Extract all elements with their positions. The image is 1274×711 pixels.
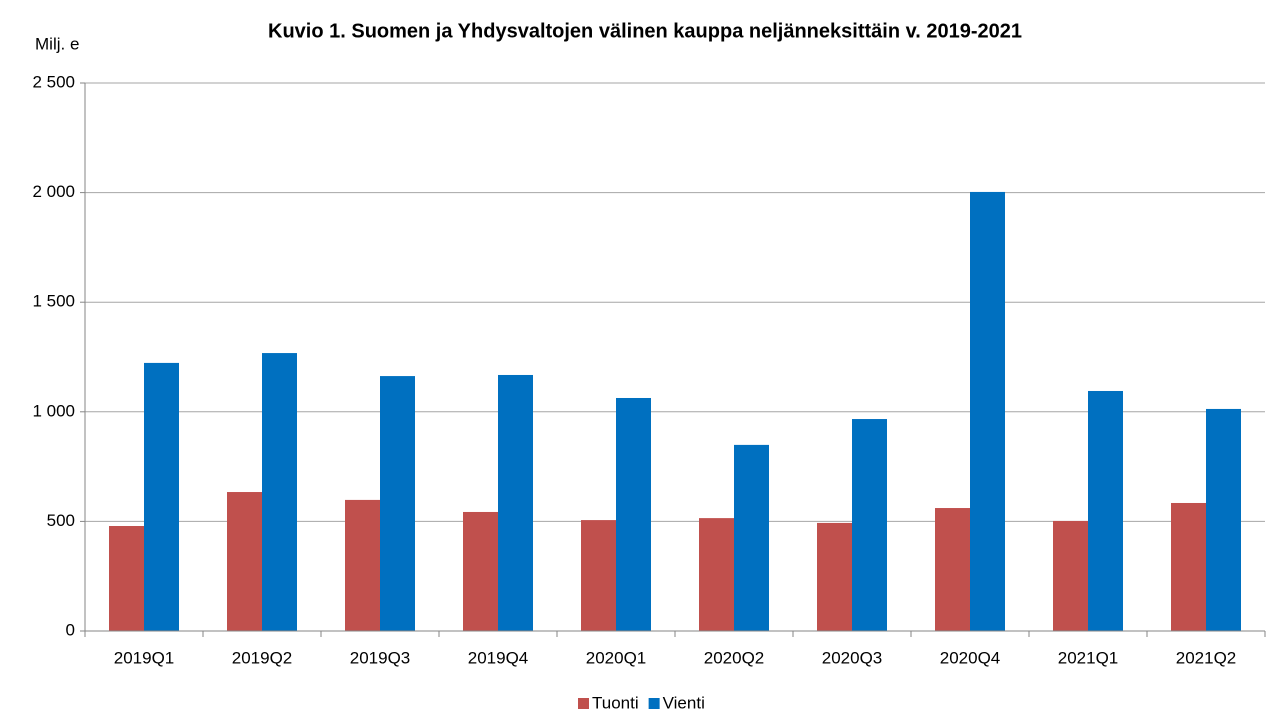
bar [935, 508, 970, 631]
bar [262, 353, 297, 631]
bar [817, 522, 852, 631]
bar [498, 374, 533, 631]
bar [345, 499, 380, 631]
bar [852, 419, 887, 631]
bar [144, 362, 179, 631]
x-tick-label: 2020Q2 [704, 648, 765, 667]
bar [581, 520, 616, 631]
legend-label: Tuonti [592, 693, 639, 711]
x-tick-label: 2021Q2 [1176, 648, 1237, 667]
bar [1088, 390, 1123, 631]
y-axis-label: Milj. e [35, 34, 79, 53]
bar [1053, 520, 1088, 631]
legend-swatch [648, 698, 660, 709]
y-tick-label: 0 [66, 620, 75, 639]
bar [970, 191, 1005, 632]
x-tick-label: 2019Q1 [114, 648, 175, 667]
bar [734, 444, 769, 631]
x-tick-label: 2019Q3 [350, 648, 411, 667]
y-tick-label: 2 500 [32, 72, 75, 91]
x-tick-label: 2019Q4 [468, 648, 529, 667]
y-tick-label: 2 000 [32, 182, 75, 201]
bar [380, 376, 415, 631]
chart-title: Kuvio 1. Suomen ja Yhdysvaltojen välinen… [268, 20, 1022, 42]
bar [1171, 502, 1206, 631]
y-tick-label: 1 000 [32, 401, 75, 420]
bar [1206, 408, 1241, 631]
y-tick-label: 1 500 [32, 292, 75, 311]
bar [227, 492, 262, 631]
y-tick-label: 500 [47, 511, 75, 530]
x-tick-label: 2020Q3 [822, 648, 883, 667]
bar [109, 526, 144, 631]
x-tick-label: 2021Q1 [1058, 648, 1119, 667]
bar [699, 518, 734, 631]
bar [616, 397, 651, 631]
bar [463, 511, 498, 631]
x-tick-label: 2019Q2 [232, 648, 293, 667]
x-tick-label: 2020Q4 [940, 648, 1001, 667]
legend-swatch [578, 698, 589, 709]
x-tick-label: 2020Q1 [586, 648, 647, 667]
legend-label: Vienti [663, 693, 705, 711]
